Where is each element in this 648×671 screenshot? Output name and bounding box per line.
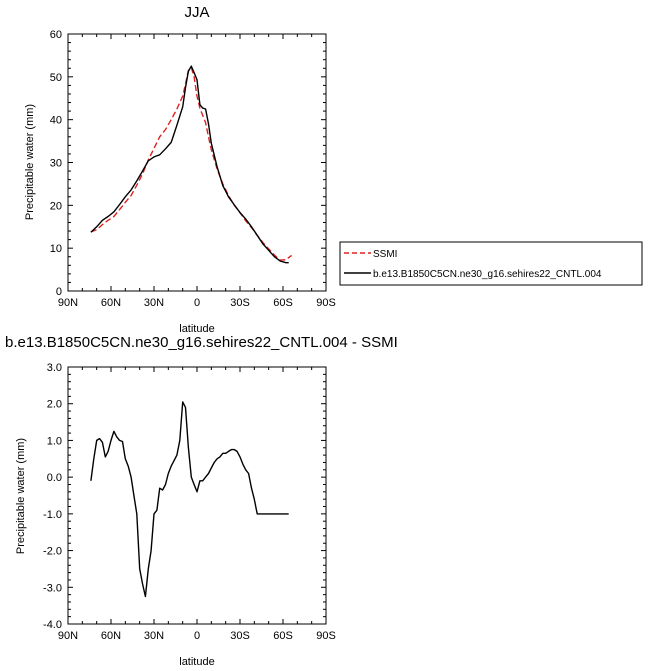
bottom-y-tick-label: -4.0	[43, 619, 62, 631]
top-x-tick-label: 0	[194, 297, 200, 309]
top-y-tick-label: 40	[50, 115, 62, 127]
top-series-1-line	[90, 65, 289, 264]
top-x-tick-label: 60S	[273, 297, 293, 309]
legend-box	[339, 241, 643, 286]
bottom-y-tick-label: -1.0	[43, 509, 62, 521]
bottom-y-tick-label: 1.0	[47, 435, 62, 447]
bottom-chart-title: b.e13.B1850C5CN.ne30_g16.sehires22_CNTL.…	[5, 334, 398, 351]
bottom-plot-frame	[67, 366, 327, 625]
top-chart: JJA latitude Precipitable water (mm) SSM…	[24, 4, 643, 335]
top-x-tick-label: 90N	[58, 297, 78, 309]
bottom-x-tick-label: 60S	[273, 630, 293, 642]
bottom-chart: b.e13.B1850C5CN.ne30_g16.sehires22_CNTL.…	[5, 334, 398, 668]
top-x-tick-label: 90S	[316, 297, 336, 309]
top-y-tick-label: 10	[50, 243, 62, 255]
bottom-y-tick-label: 3.0	[47, 362, 62, 374]
bottom-y-tick-label: 2.0	[47, 399, 62, 411]
top-y-tick-label: 30	[50, 158, 62, 170]
top-x-tick-label: 60N	[101, 297, 121, 309]
bottom-x-tick-label: 90N	[58, 630, 78, 642]
bottom-chart-ylabel: Precipitable water (mm)	[15, 438, 27, 554]
bottom-x-tick-label: 90S	[316, 630, 336, 642]
top-plot-frame	[67, 33, 327, 292]
bottom-x-tick-label: 30S	[230, 630, 250, 642]
top-chart-xlabel: latitude	[179, 323, 214, 335]
legend-label-model: b.e13.B1850C5CN.ne30_g16.sehires22_CNTL.…	[373, 269, 602, 280]
bottom-x-tick-label: 0	[194, 630, 200, 642]
bottom-chart-xlabel: latitude	[179, 656, 214, 668]
top-y-tick-label: 50	[50, 72, 62, 84]
top-series-0-line	[90, 66, 293, 261]
bottom-y-tick-label: 0.0	[47, 472, 62, 484]
bottom-y-tick-label: -2.0	[43, 546, 62, 558]
top-x-tick-label: 30S	[230, 297, 250, 309]
top-x-tick-label: 30N	[144, 297, 164, 309]
top-y-tick-label: 20	[50, 200, 62, 212]
legend: SSMI b.e13.B1850C5CN.ne30_g16.sehires22_…	[339, 241, 643, 286]
bottom-y-tick-label: -3.0	[43, 582, 62, 594]
bottom-x-tick-label: 30N	[144, 630, 164, 642]
legend-label-ssmi: SSMI	[373, 249, 397, 260]
bottom-series-0-line	[90, 401, 289, 598]
top-chart-ylabel: Precipitable water (mm)	[24, 104, 36, 220]
top-y-tick-label: 0	[56, 286, 62, 298]
top-y-tick-label: 60	[50, 29, 62, 41]
top-chart-title: JJA	[184, 4, 209, 21]
bottom-x-tick-label: 60N	[101, 630, 121, 642]
